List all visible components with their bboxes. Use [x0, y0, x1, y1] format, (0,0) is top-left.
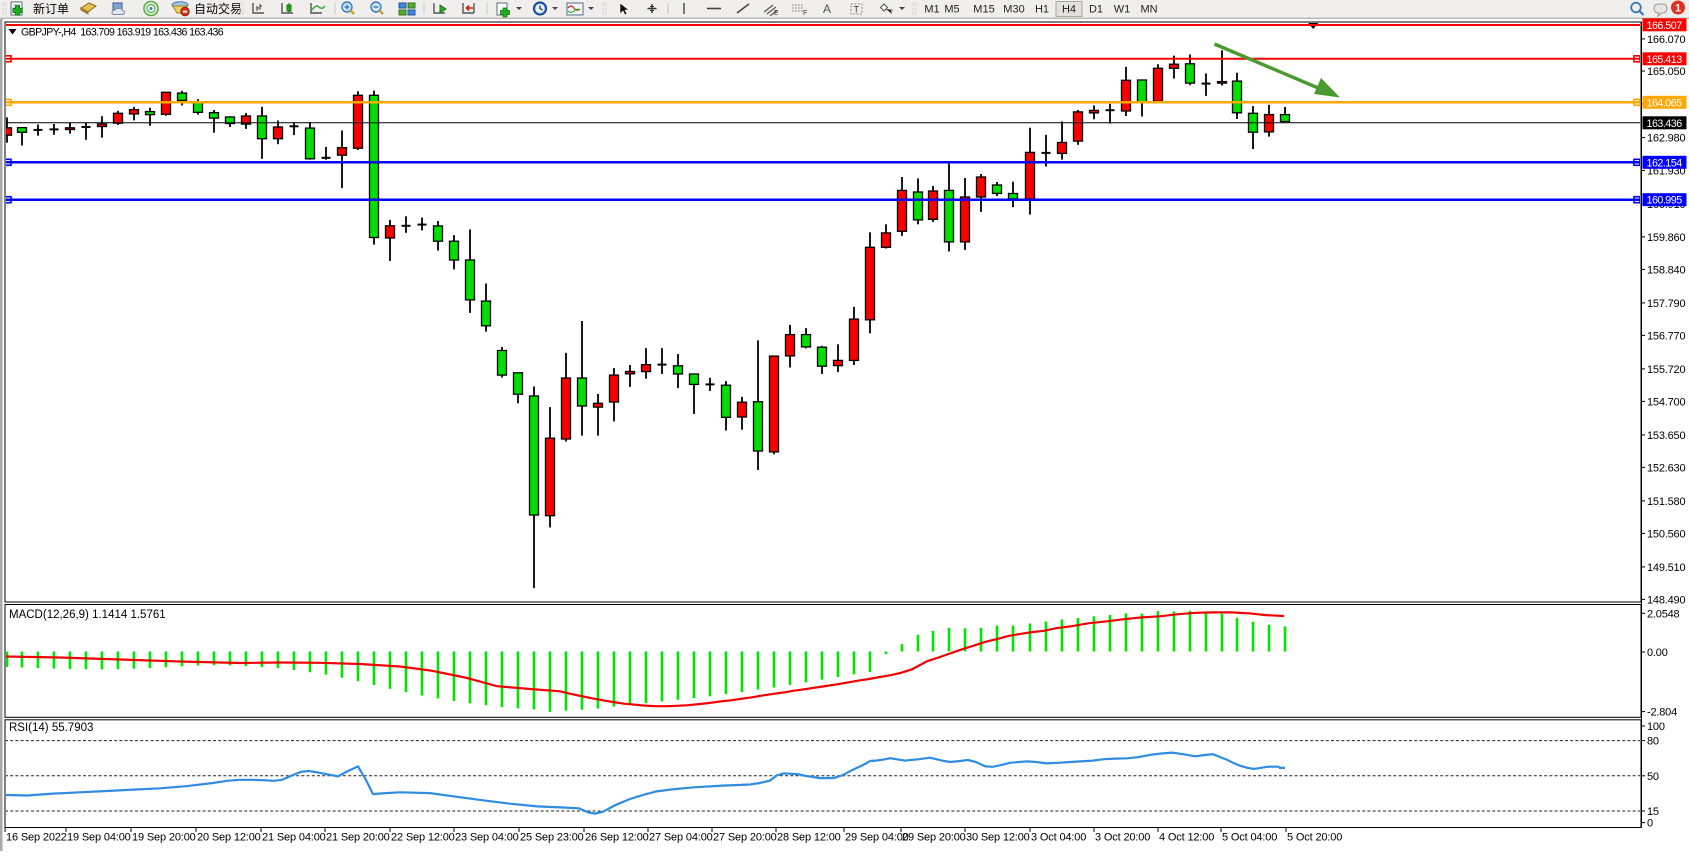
svg-text:165.413: 165.413	[1647, 54, 1683, 66]
svg-text:3 Oct 20:00: 3 Oct 20:00	[1095, 832, 1150, 844]
svg-text:155.720: 155.720	[1647, 364, 1685, 376]
svg-text:A: A	[823, 2, 831, 16]
svg-text:152.630: 152.630	[1647, 462, 1685, 474]
svg-text:30 Sep 12:00: 30 Sep 12:00	[966, 832, 1030, 844]
svg-text:15: 15	[1647, 806, 1659, 818]
svg-text:21 Sep 04:00: 21 Sep 04:00	[262, 832, 326, 844]
svg-text:F: F	[803, 10, 807, 17]
svg-text:27 Sep 20:00: 27 Sep 20:00	[713, 832, 777, 844]
svg-text:25 Sep 23:00: 25 Sep 23:00	[520, 832, 584, 844]
svg-text:154.700: 154.700	[1647, 396, 1685, 408]
svg-text:157.790: 157.790	[1647, 298, 1685, 310]
svg-text:T: T	[854, 5, 860, 15]
svg-text:29 Sep 20:00: 29 Sep 20:00	[902, 832, 966, 844]
svg-text:M5: M5	[944, 4, 959, 16]
svg-text:W1: W1	[1114, 4, 1131, 16]
svg-text:MACD(12,26,9) 1.1414 1.5761: MACD(12,26,9) 1.1414 1.5761	[9, 609, 166, 621]
svg-text:-2.804: -2.804	[1647, 707, 1677, 719]
svg-text:27 Sep 04:00: 27 Sep 04:00	[649, 832, 713, 844]
svg-text:100: 100	[1647, 721, 1665, 733]
svg-text:151.580: 151.580	[1647, 496, 1685, 508]
svg-text:166.507: 166.507	[1647, 20, 1683, 32]
svg-text:MN: MN	[1140, 4, 1157, 16]
svg-text:162.154: 162.154	[1647, 157, 1683, 169]
svg-text:159.860: 159.860	[1647, 232, 1685, 244]
svg-text:26 Sep 12:00: 26 Sep 12:00	[585, 832, 649, 844]
svg-text:158.840: 158.840	[1647, 264, 1685, 276]
svg-text:0: 0	[1647, 818, 1653, 830]
svg-text:2.0548: 2.0548	[1647, 608, 1680, 620]
svg-text:19 Sep 20:00: 19 Sep 20:00	[132, 832, 196, 844]
svg-text:GBPJPY-,H4 163.709 163.919 16: GBPJPY-,H4 163.709 163.919 163.436 163.4…	[21, 27, 224, 39]
svg-text:19 Sep 04:00: 19 Sep 04:00	[67, 832, 131, 844]
svg-text:H4: H4	[1062, 4, 1076, 16]
svg-text:新订单: 新订单	[33, 1, 69, 16]
svg-text:148.490: 148.490	[1647, 594, 1685, 606]
svg-text:162.980: 162.980	[1647, 133, 1685, 145]
svg-text:0.00: 0.00	[1647, 647, 1668, 659]
svg-text:23 Sep 04:00: 23 Sep 04:00	[455, 832, 519, 844]
svg-text:M30: M30	[1003, 4, 1024, 16]
svg-text:156.770: 156.770	[1647, 330, 1685, 342]
svg-text:E: E	[774, 10, 779, 17]
svg-text:28 Sep 12:00: 28 Sep 12:00	[777, 832, 841, 844]
svg-text:21 Sep 20:00: 21 Sep 20:00	[326, 832, 390, 844]
svg-text:149.510: 149.510	[1647, 562, 1685, 574]
svg-text:D1: D1	[1089, 4, 1103, 16]
svg-text:5 Oct 20:00: 5 Oct 20:00	[1287, 832, 1342, 844]
svg-text:163.436: 163.436	[1647, 118, 1683, 130]
svg-text:160.995: 160.995	[1647, 195, 1683, 207]
svg-text:自动交易: 自动交易	[194, 1, 242, 16]
svg-text:165.050: 165.050	[1647, 66, 1685, 78]
svg-text:16 Sep 2022: 16 Sep 2022	[6, 832, 67, 844]
svg-text:50: 50	[1647, 771, 1659, 783]
svg-text:80: 80	[1647, 736, 1659, 748]
svg-text:20 Sep 12:00: 20 Sep 12:00	[197, 832, 261, 844]
svg-text:M1: M1	[924, 4, 939, 16]
svg-text:M15: M15	[973, 4, 994, 16]
svg-text:5 Oct 04:00: 5 Oct 04:00	[1222, 832, 1277, 844]
svg-text:RSI(14) 55.7903: RSI(14) 55.7903	[9, 722, 93, 734]
svg-text:166.070: 166.070	[1647, 34, 1685, 46]
svg-text:29 Sep 04:00: 29 Sep 04:00	[845, 832, 909, 844]
svg-text:3 Oct 04:00: 3 Oct 04:00	[1031, 832, 1086, 844]
svg-text:4 Oct 12:00: 4 Oct 12:00	[1159, 832, 1214, 844]
svg-text:164.065: 164.065	[1647, 97, 1683, 109]
svg-text:1: 1	[1675, 3, 1681, 15]
svg-text:H1: H1	[1035, 4, 1049, 16]
svg-text:22 Sep 12:00: 22 Sep 12:00	[391, 832, 455, 844]
svg-text:150.560: 150.560	[1647, 528, 1685, 540]
svg-text:153.650: 153.650	[1647, 430, 1685, 442]
